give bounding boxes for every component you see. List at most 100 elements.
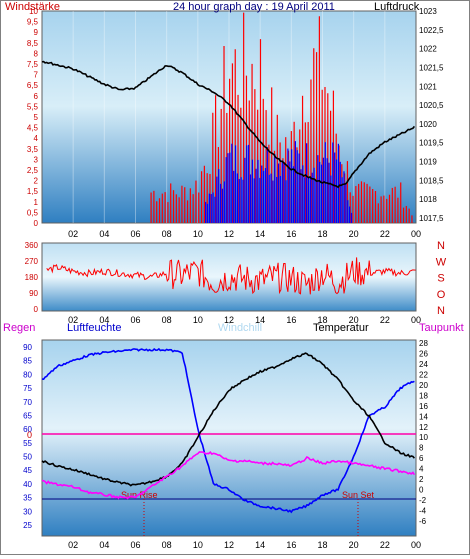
pressure-tick-label: 1020,5 [419, 101, 444, 110]
compass-tick-label: N [437, 305, 445, 317]
bottom-x-tick-label: 00 [411, 540, 421, 550]
compass-tick-label: N [437, 240, 445, 252]
humidity-tick-label: 50 [23, 453, 32, 462]
middle-x-tick-label: 10 [193, 315, 203, 325]
wind-tick-label: 9,5 [27, 18, 39, 27]
temperature-tick-label: 22 [419, 370, 428, 379]
pressure-line [41, 60, 416, 189]
middle-x-tick-label: 02 [68, 315, 78, 325]
pressure-tick-label: 1019 [419, 158, 437, 167]
temperature-tick-label: 24 [419, 360, 428, 369]
bottom-x-tick-label: 14 [255, 540, 265, 550]
humidity-tick-label: 75 [23, 384, 32, 393]
compass-tick-label: S [437, 273, 444, 285]
wind-tick-label: 3,5 [27, 145, 39, 154]
top-x-tick-label: 00 [411, 229, 421, 239]
temperature-tick-label: 12 [419, 423, 428, 432]
temperature-tick-label: 20 [419, 381, 428, 390]
rain-tick-label: 0 [27, 430, 32, 440]
humidity-tick-label: 85 [23, 357, 32, 366]
bottom-x-tick-label: 22 [380, 540, 390, 550]
temperature-tick-label: -6 [419, 517, 427, 526]
bottom-x-tick-label: 16 [286, 540, 296, 550]
top-panel-plot-area [41, 10, 417, 224]
wind-tick-label: 0 [34, 219, 39, 228]
wind-tick-label: 9 [34, 28, 39, 37]
temperature-tick-label: 0 [419, 486, 424, 495]
legend-luftfeuchte: Luftfeuchte [67, 322, 121, 334]
humidity-tick-label: 35 [23, 494, 32, 503]
bottom-x-tick-label: 12 [224, 540, 234, 550]
wind-tick-label: 7 [34, 71, 39, 80]
humidity-tick-label: 30 [23, 507, 32, 516]
middle-x-tick-label: 20 [349, 315, 359, 325]
bottom-x-tick-label: 06 [130, 540, 140, 550]
top-x-tick-label: 04 [99, 229, 109, 239]
humidity-tick-label: 80 [23, 370, 32, 379]
humidity-tick-label: 55 [23, 439, 32, 448]
humidity-tick-label: 65 [23, 411, 32, 420]
temperature-tick-label: 4 [419, 465, 424, 474]
wind-tick-label: 0,5 [27, 208, 39, 217]
compass-tick-label: O [437, 289, 446, 301]
temperature-tick-label: 18 [419, 391, 428, 400]
bottom-left-axis: 90 85 80 75 70 65 60 55 50 45 40 35 30 25 [23, 343, 32, 530]
wind-tick-label: 6,5 [27, 81, 39, 90]
pressure-tick-label: 1023 [419, 7, 437, 16]
humidity-tick-label: 40 [23, 480, 32, 489]
sun-set-label: Sun Set [342, 490, 375, 500]
temperature-tick-label: 26 [419, 349, 428, 358]
legend-temperatur: Temperatur [313, 322, 369, 334]
middle-left-axis: 360 270 180 90 0 [25, 241, 39, 314]
middle-x-axis: 02 04 06 08 10 12 14 16 18 20 22 00 [68, 315, 421, 325]
middle-x-tick-label: 06 [130, 315, 140, 325]
pressure-tick-label: 1021 [419, 82, 437, 91]
direction-tick-label: 0 [34, 305, 39, 314]
legend-regen: Regen [3, 322, 35, 334]
legend-windchill: Windchill [218, 322, 262, 334]
bottom-x-tick-label: 20 [349, 540, 359, 550]
pressure-title: Luftdruck [374, 1, 420, 13]
bottom-x-tick-label: 10 [193, 540, 203, 550]
middle-x-tick-label: 12 [224, 315, 234, 325]
temperature-tick-label: 14 [419, 412, 428, 421]
top-x-axis: 02 04 06 08 10 12 14 16 18 20 22 00 [68, 229, 421, 239]
wind-tick-label: 3 [34, 155, 39, 164]
temperature-tick-label: 8 [419, 444, 424, 453]
humidity-tick-label: 25 [23, 521, 32, 530]
wind-tick-label: 2,5 [27, 166, 39, 175]
direction-tick-label: 270 [25, 257, 39, 266]
humidity-tick-label: 70 [23, 398, 32, 407]
pressure-tick-label: 1020 [419, 120, 437, 129]
humidity-tick-label: 60 [23, 425, 32, 434]
middle-x-tick-label: 00 [411, 315, 421, 325]
direction-tick-label: 90 [29, 289, 38, 298]
bottom-x-tick-label: 02 [68, 540, 78, 550]
middle-x-tick-label: 18 [317, 315, 327, 325]
temperature-tick-label: 10 [419, 433, 428, 442]
temperature-tick-label: 2 [419, 475, 424, 484]
top-x-tick-label: 10 [193, 229, 203, 239]
temperature-tick-label: 6 [419, 454, 424, 463]
humidity-tick-label: 90 [23, 343, 32, 352]
top-x-tick-label: 14 [255, 229, 265, 239]
bottom-x-tick-label: 04 [99, 540, 109, 550]
wind-tick-label: 8 [34, 49, 39, 58]
top-x-tick-label: 02 [68, 229, 78, 239]
top-x-tick-label: 16 [286, 229, 296, 239]
wind-tick-label: 5 [34, 113, 39, 122]
direction-tick-label: 360 [25, 241, 39, 250]
wind-direction-line [46, 257, 416, 295]
wind-tick-label: 5,5 [27, 102, 39, 111]
chart-title: 24 hour graph day : 19 April 2011 [173, 1, 335, 13]
direction-tick-label: 180 [25, 273, 39, 282]
wind-tick-label: 4,5 [27, 124, 39, 133]
pressure-tick-label: 1018 [419, 195, 437, 204]
bottom-x-tick-label: 08 [162, 540, 172, 550]
wind-tick-label: 1,5 [27, 187, 39, 196]
wind-tick-label: 7,5 [27, 60, 39, 69]
top-x-tick-label: 22 [380, 229, 390, 239]
